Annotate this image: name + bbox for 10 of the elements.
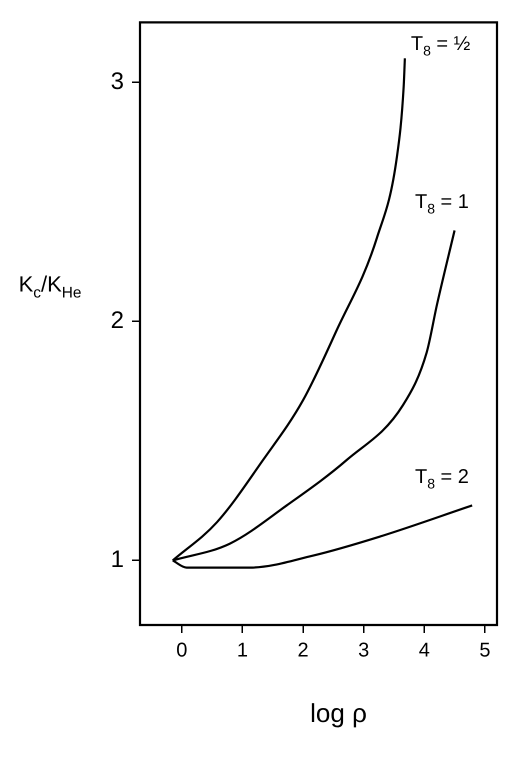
x-tick-label: 4 <box>418 640 430 662</box>
x-tick-label: 2 <box>297 640 309 662</box>
x-axis-title: log ρ <box>310 698 367 728</box>
y-tick-label: 1 <box>110 546 124 574</box>
x-tick-label: 0 <box>176 640 188 662</box>
x-tick-label: 5 <box>479 640 490 662</box>
y-tick-label: 2 <box>110 306 124 334</box>
x-tick-label: 1 <box>236 640 248 662</box>
x-tick-label: 3 <box>358 640 370 662</box>
y-tick-label: 3 <box>110 68 124 95</box>
